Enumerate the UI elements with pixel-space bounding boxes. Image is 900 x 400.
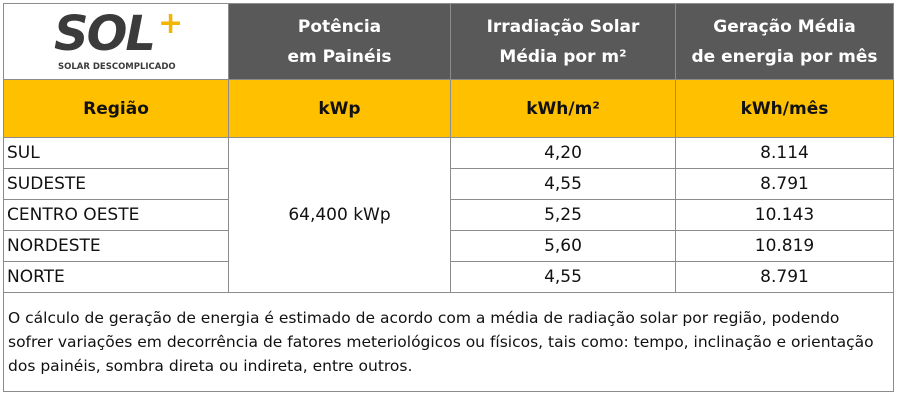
irradiation-cell: 4,55 <box>450 168 676 200</box>
generation-cell: 10.819 <box>675 230 894 262</box>
logo: SOL + SOLAR DESCOMPLICADO <box>4 4 228 79</box>
unit-cell: kWh/mês <box>675 79 894 138</box>
region-cell: NORTE <box>3 261 229 293</box>
header-line: de energia por mês <box>691 46 878 67</box>
logo-cell: SOL + SOLAR DESCOMPLICADO <box>3 3 229 80</box>
irradiation-cell: 5,60 <box>450 230 676 262</box>
header-cell: Geração Média de energia por mês <box>675 3 894 80</box>
region-cell: NORDESTE <box>3 230 229 262</box>
logo-tagline: SOLAR DESCOMPLICADO <box>58 62 176 72</box>
header-line: em Painéis <box>287 46 392 67</box>
header-row: SOL + SOLAR DESCOMPLICADO Potência em Pai… <box>3 3 894 80</box>
header-line: Potência <box>297 16 382 37</box>
unit-cell: kWh/m² <box>450 79 676 138</box>
unit-cell: kWp <box>228 79 451 138</box>
header-cell: Irradiação Solar Média por m² <box>450 3 676 80</box>
logo-mark: + <box>158 6 184 41</box>
irradiation-cell: 4,55 <box>450 261 676 293</box>
header-cell: Potência em Painéis <box>228 3 451 80</box>
region-cell: SUL <box>3 137 229 169</box>
generation-cell: 8.791 <box>675 261 894 293</box>
logo-name: SOL <box>54 6 156 62</box>
header-line: Irradiação Solar <box>486 16 640 37</box>
generation-cell: 8.114 <box>675 137 894 169</box>
irradiation-cell: 4,20 <box>450 137 676 169</box>
data-row: CENTRO OESTE 5,25 10.143 <box>3 199 894 231</box>
generation-cell: 8.791 <box>675 168 894 200</box>
region-cell: CENTRO OESTE <box>3 199 229 231</box>
unit-cell: Região <box>3 79 229 138</box>
header-line: Geração Média <box>713 16 856 37</box>
data-row: SUDESTE 4,55 8.791 <box>3 168 894 200</box>
generation-cell: 10.143 <box>675 199 894 231</box>
header-line: Média por m² <box>499 46 627 67</box>
data-row: NORTE 4,55 8.791 <box>3 261 894 293</box>
note-row: O cálculo de geração de energia é estima… <box>3 292 894 392</box>
energy-table: SOL + SOLAR DESCOMPLICADO Potência em Pai… <box>3 3 894 392</box>
region-cell: SUDESTE <box>3 168 229 200</box>
irradiation-cell: 5,25 <box>450 199 676 231</box>
units-row: Região kWp kWh/m² kWh/mês <box>3 79 894 138</box>
power-cell: 64,400 kWp <box>228 137 451 293</box>
data-row: SUL 64,400 kWp 4,20 8.114 <box>3 137 894 293</box>
data-row: NORDESTE 5,60 10.819 <box>3 230 894 262</box>
note: O cálculo de geração de energia é estima… <box>3 292 894 392</box>
